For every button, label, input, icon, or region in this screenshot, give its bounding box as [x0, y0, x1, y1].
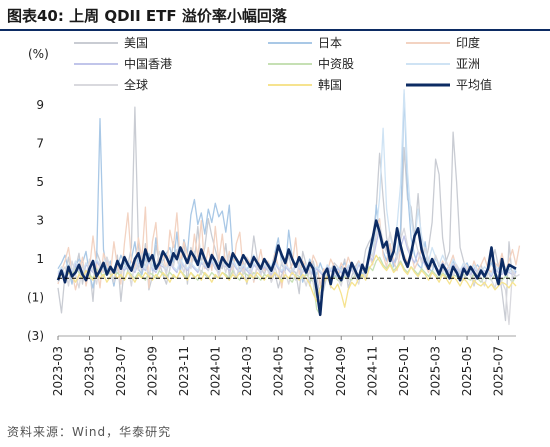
- y-tick-label: 9: [36, 98, 44, 112]
- y-tick-label: (3): [27, 329, 44, 343]
- figure-header: 图表40: 上周 QDII ETF 溢价率小幅回落: [0, 0, 550, 31]
- x-tick-label: 2024-07: [303, 346, 317, 396]
- x-tick-label: 2024-09: [334, 346, 348, 396]
- x-tick-label: 2023-11: [177, 346, 191, 396]
- legend-label: 日本: [318, 36, 342, 50]
- legend-label: 印度: [456, 35, 480, 50]
- y-tick-label: (1): [27, 291, 44, 305]
- legend-label: 韩国: [318, 77, 342, 92]
- series-line: [57, 106, 517, 322]
- series-line: [56, 219, 517, 317]
- source-note: 资料来源：Wind，华泰研究: [7, 425, 172, 439]
- legend-label: 中资股: [318, 56, 354, 71]
- y-tick-label: 5: [36, 175, 44, 189]
- legend-label: 中国香港: [124, 56, 172, 71]
- x-tick-label: 2025-07: [492, 346, 506, 396]
- legend-label: 亚洲: [456, 57, 480, 71]
- x-tick-label: 2024-03: [240, 346, 254, 396]
- x-tick-label: 2024-05: [271, 346, 285, 396]
- figure-title: 图表40: 上周 QDII ETF 溢价率小幅回落: [7, 7, 287, 25]
- x-tick-label: 2025-03: [429, 346, 443, 396]
- y-tick-label: 7: [36, 137, 44, 151]
- title-rule: [0, 29, 550, 31]
- x-tick-label: 2024-11: [366, 346, 380, 396]
- x-tick-label: 2023-07: [114, 346, 128, 396]
- x-axis: 2023-03 2023-05 2023-07 2023-09 2023-11 2024-…: [51, 335, 516, 396]
- x-tick-label: 2023-03: [51, 346, 65, 396]
- y-tick-label: 1: [36, 252, 44, 266]
- legend-label: 全球: [124, 77, 148, 92]
- y-axis: 9 7 5 3 1 (1) (3): [27, 98, 44, 343]
- x-tick-label: 2025-01: [397, 346, 411, 396]
- legend-label: 美国: [124, 36, 148, 50]
- x-tick-label: 2024-01: [208, 346, 222, 396]
- x-tick-label: 2025-05: [460, 346, 474, 396]
- x-tick-label: 2023-09: [145, 346, 159, 396]
- y-tick-label: 3: [36, 214, 44, 228]
- series-line: [57, 89, 517, 276]
- unit-label: (%): [28, 47, 49, 61]
- x-tick-label: 2023-05: [82, 346, 96, 396]
- legend-label: 平均值: [456, 77, 492, 92]
- series-line: [57, 254, 517, 308]
- series-group: [56, 89, 521, 326]
